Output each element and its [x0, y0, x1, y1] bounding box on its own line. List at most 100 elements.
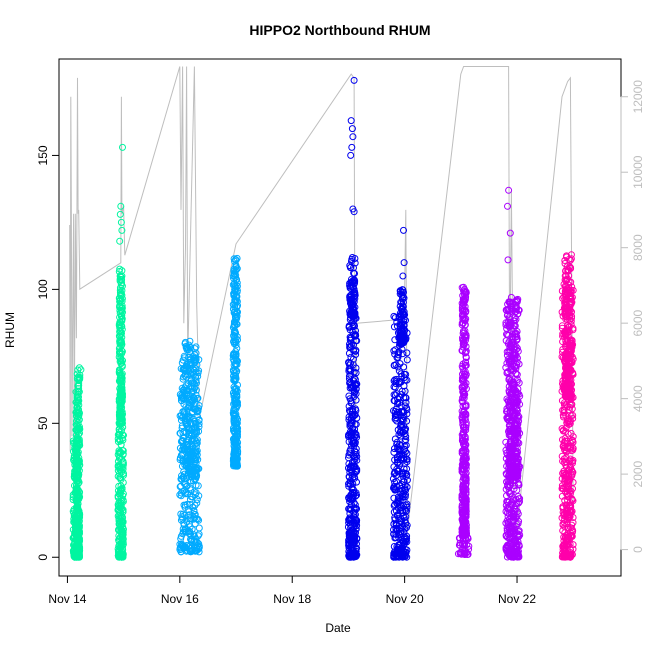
data-point: [400, 413, 408, 421]
data-point: [401, 370, 408, 378]
data-point: [118, 226, 126, 234]
data-point: [177, 475, 185, 483]
data-point: [116, 343, 124, 351]
x-tick-label: Nov 14: [48, 592, 86, 606]
data-point: [394, 426, 402, 434]
data-point: [390, 312, 398, 320]
data-point: [396, 290, 404, 298]
data-point: [397, 333, 405, 341]
data-point: [177, 489, 185, 497]
data-points-group: [69, 76, 577, 561]
data-point: [75, 425, 83, 433]
data-point: [116, 298, 124, 305]
data-point: [351, 501, 359, 509]
data-point: [181, 511, 189, 519]
data-point: [402, 486, 410, 494]
data-point: [116, 499, 124, 507]
data-point: [195, 492, 203, 500]
data-point: [350, 269, 358, 277]
data-point: [345, 431, 352, 439]
data-point: [115, 366, 123, 374]
data-point: [190, 395, 198, 403]
data-point: [346, 532, 354, 540]
y2-tick-label: 8000: [631, 234, 645, 261]
data-point: [182, 438, 190, 446]
data-point: [347, 419, 355, 427]
series-8: [502, 186, 524, 561]
data-point: [504, 256, 512, 264]
data-point: [403, 500, 411, 508]
data-point: [352, 548, 360, 555]
data-point: [77, 366, 85, 374]
data-point: [116, 339, 124, 347]
data-point: [115, 268, 123, 275]
data-point: [181, 445, 188, 453]
data-point: [234, 308, 241, 316]
data-point: [465, 542, 473, 550]
data-point: [403, 376, 411, 384]
data-point: [230, 389, 238, 397]
data-point: [390, 347, 398, 355]
data-point: [403, 356, 411, 364]
data-point: [193, 547, 201, 555]
y2-tick-label: 6000: [631, 309, 645, 336]
data-point: [394, 395, 401, 403]
data-point: [186, 458, 194, 466]
data-point: [346, 336, 354, 344]
data-point: [398, 391, 406, 398]
data-point: [395, 445, 403, 453]
data-point: [186, 495, 194, 503]
data-point: [75, 416, 83, 424]
data-point: [401, 402, 409, 410]
y-tick-label: 150: [36, 145, 50, 165]
data-point: [395, 514, 403, 522]
data-point: [190, 537, 198, 545]
data-point: [182, 344, 190, 352]
data-point: [394, 353, 402, 361]
data-point: [75, 379, 83, 387]
data-point: [402, 491, 409, 499]
data-point: [351, 255, 359, 262]
data-point: [233, 399, 241, 407]
data-point: [230, 289, 238, 297]
data-point: [232, 338, 240, 346]
data-point: [182, 362, 190, 370]
data-point: [230, 290, 238, 298]
data-point: [394, 363, 402, 371]
data-point: [350, 208, 358, 216]
data-point: [176, 491, 184, 499]
data-point: [117, 313, 125, 321]
data-point: [74, 465, 82, 473]
plot-frame: [58, 58, 622, 577]
data-point: [345, 494, 353, 502]
data-point: [116, 237, 124, 245]
data-point: [119, 447, 127, 455]
data-point: [182, 386, 190, 394]
data-point: [119, 463, 127, 471]
data-point: [115, 515, 123, 523]
data-point: [348, 143, 356, 151]
x-tick-label: Nov 22: [498, 592, 536, 606]
data-point: [116, 409, 124, 417]
data-point: [186, 415, 194, 423]
data-point: [348, 125, 356, 133]
data-point: [180, 444, 187, 452]
data-point: [182, 403, 190, 411]
y-tick-label: 100: [36, 279, 50, 299]
data-point: [192, 442, 200, 450]
data-point: [398, 491, 406, 499]
data-point: [351, 455, 359, 463]
data-point: [72, 398, 80, 406]
data-point: [120, 470, 127, 477]
data-point: [190, 456, 198, 464]
data-point: [231, 310, 239, 318]
data-point: [188, 425, 196, 433]
data-point: [353, 505, 360, 513]
data-point: [192, 377, 200, 385]
data-point: [115, 369, 123, 377]
data-point: [398, 324, 406, 332]
data-point: [232, 372, 240, 380]
data-point: [347, 291, 355, 299]
data-point: [72, 503, 80, 511]
